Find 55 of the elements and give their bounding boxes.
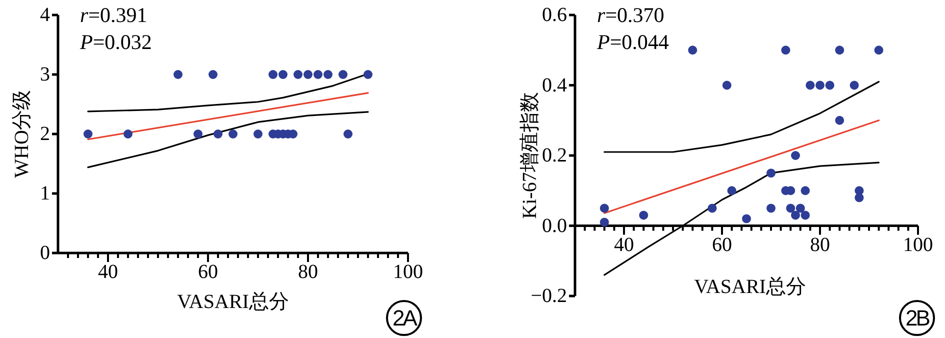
point: [742, 214, 751, 224]
point: [786, 204, 796, 213]
point: [688, 46, 698, 55]
point: [639, 210, 648, 220]
annotation: P=0.044: [596, 30, 670, 54]
point: [854, 193, 864, 202]
x-tick-label: 60: [198, 261, 218, 283]
point: [835, 116, 844, 125]
annotation: r=0.370: [597, 3, 664, 27]
point: [791, 151, 800, 160]
y-tick-label: 3: [40, 64, 50, 86]
point: [600, 218, 609, 227]
x-axis-title: VASARI总分: [694, 276, 806, 298]
y-tick-label: 4: [40, 4, 50, 26]
x-tick-label: 80: [810, 234, 830, 256]
point: [766, 168, 776, 178]
x-tick-label: 80: [298, 261, 318, 283]
point: [600, 204, 609, 213]
x-tick-label: 100: [393, 261, 423, 283]
point: [800, 186, 810, 196]
y-tick-label: 0.2: [542, 144, 567, 166]
point: [708, 204, 717, 213]
point: [825, 80, 834, 90]
x-tick-label: 60: [712, 234, 732, 256]
y-tick-label: 0: [40, 242, 50, 264]
point: [850, 80, 859, 90]
x-tick-label: 40: [614, 234, 634, 256]
point: [796, 204, 805, 213]
point: [766, 204, 776, 213]
y-tick-label: 0.0: [542, 214, 567, 237]
point: [791, 210, 800, 220]
text: 2A: [392, 306, 418, 330]
y-tick-label: 2: [40, 123, 50, 145]
y-axis-title: WHO分级: [11, 90, 33, 178]
y-axis-title: Ki-67增殖指数: [519, 92, 541, 219]
y-tick-label: 1: [40, 182, 50, 204]
point: [835, 46, 844, 55]
point: [800, 210, 810, 220]
line-series: [87, 111, 369, 168]
x-tick-label: 40: [98, 261, 118, 283]
x-axis-title: VASARI总分: [177, 291, 289, 313]
point: [806, 80, 815, 90]
annotation: P=0.032: [79, 30, 152, 54]
point: [727, 186, 736, 196]
x-tick-label: 100: [903, 234, 933, 256]
point: [874, 46, 884, 55]
point: [816, 80, 824, 90]
line-series: [604, 80, 880, 153]
annotation: r=0.391: [80, 3, 148, 27]
text: 2B: [906, 306, 930, 330]
y-tick-label: 0.6: [542, 4, 567, 26]
point: [781, 46, 790, 55]
point: [722, 80, 732, 90]
y-tick-label: 0.4: [542, 74, 567, 96]
y-tick-label: −0.2: [530, 285, 567, 307]
